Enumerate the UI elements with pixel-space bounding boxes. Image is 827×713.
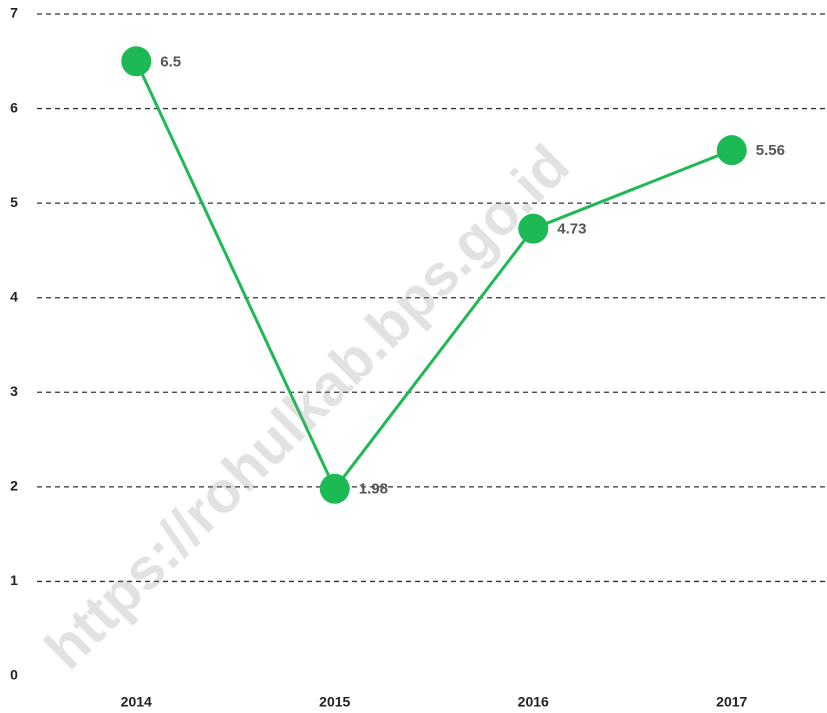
x-tick-label: 2014	[121, 694, 152, 710]
data-label: 4.73	[557, 221, 586, 238]
marker	[319, 473, 350, 504]
y-tick-label: 5	[10, 194, 18, 210]
data-label: 1.98	[359, 481, 388, 498]
data-label: 6.5	[160, 53, 181, 70]
data-label: 5.56	[756, 142, 785, 159]
y-tick-label: 3	[10, 383, 18, 399]
x-tick-label: 2017	[716, 694, 747, 710]
y-tick-label: 2	[10, 478, 18, 494]
x-tick-label: 2015	[319, 694, 350, 710]
marker	[716, 135, 747, 166]
y-tick-label: 6	[10, 99, 18, 115]
y-tick-label: 4	[10, 288, 18, 304]
marker	[121, 46, 152, 77]
y-tick-label: 7	[10, 5, 18, 21]
x-tick-label: 2016	[518, 694, 549, 710]
y-tick-label: 1	[10, 572, 18, 588]
watermark: https://rohulkab.bps.go.id	[32, 132, 581, 681]
line	[134, 60, 733, 492]
y-tick-label: 0	[10, 667, 18, 683]
marker	[518, 213, 549, 244]
